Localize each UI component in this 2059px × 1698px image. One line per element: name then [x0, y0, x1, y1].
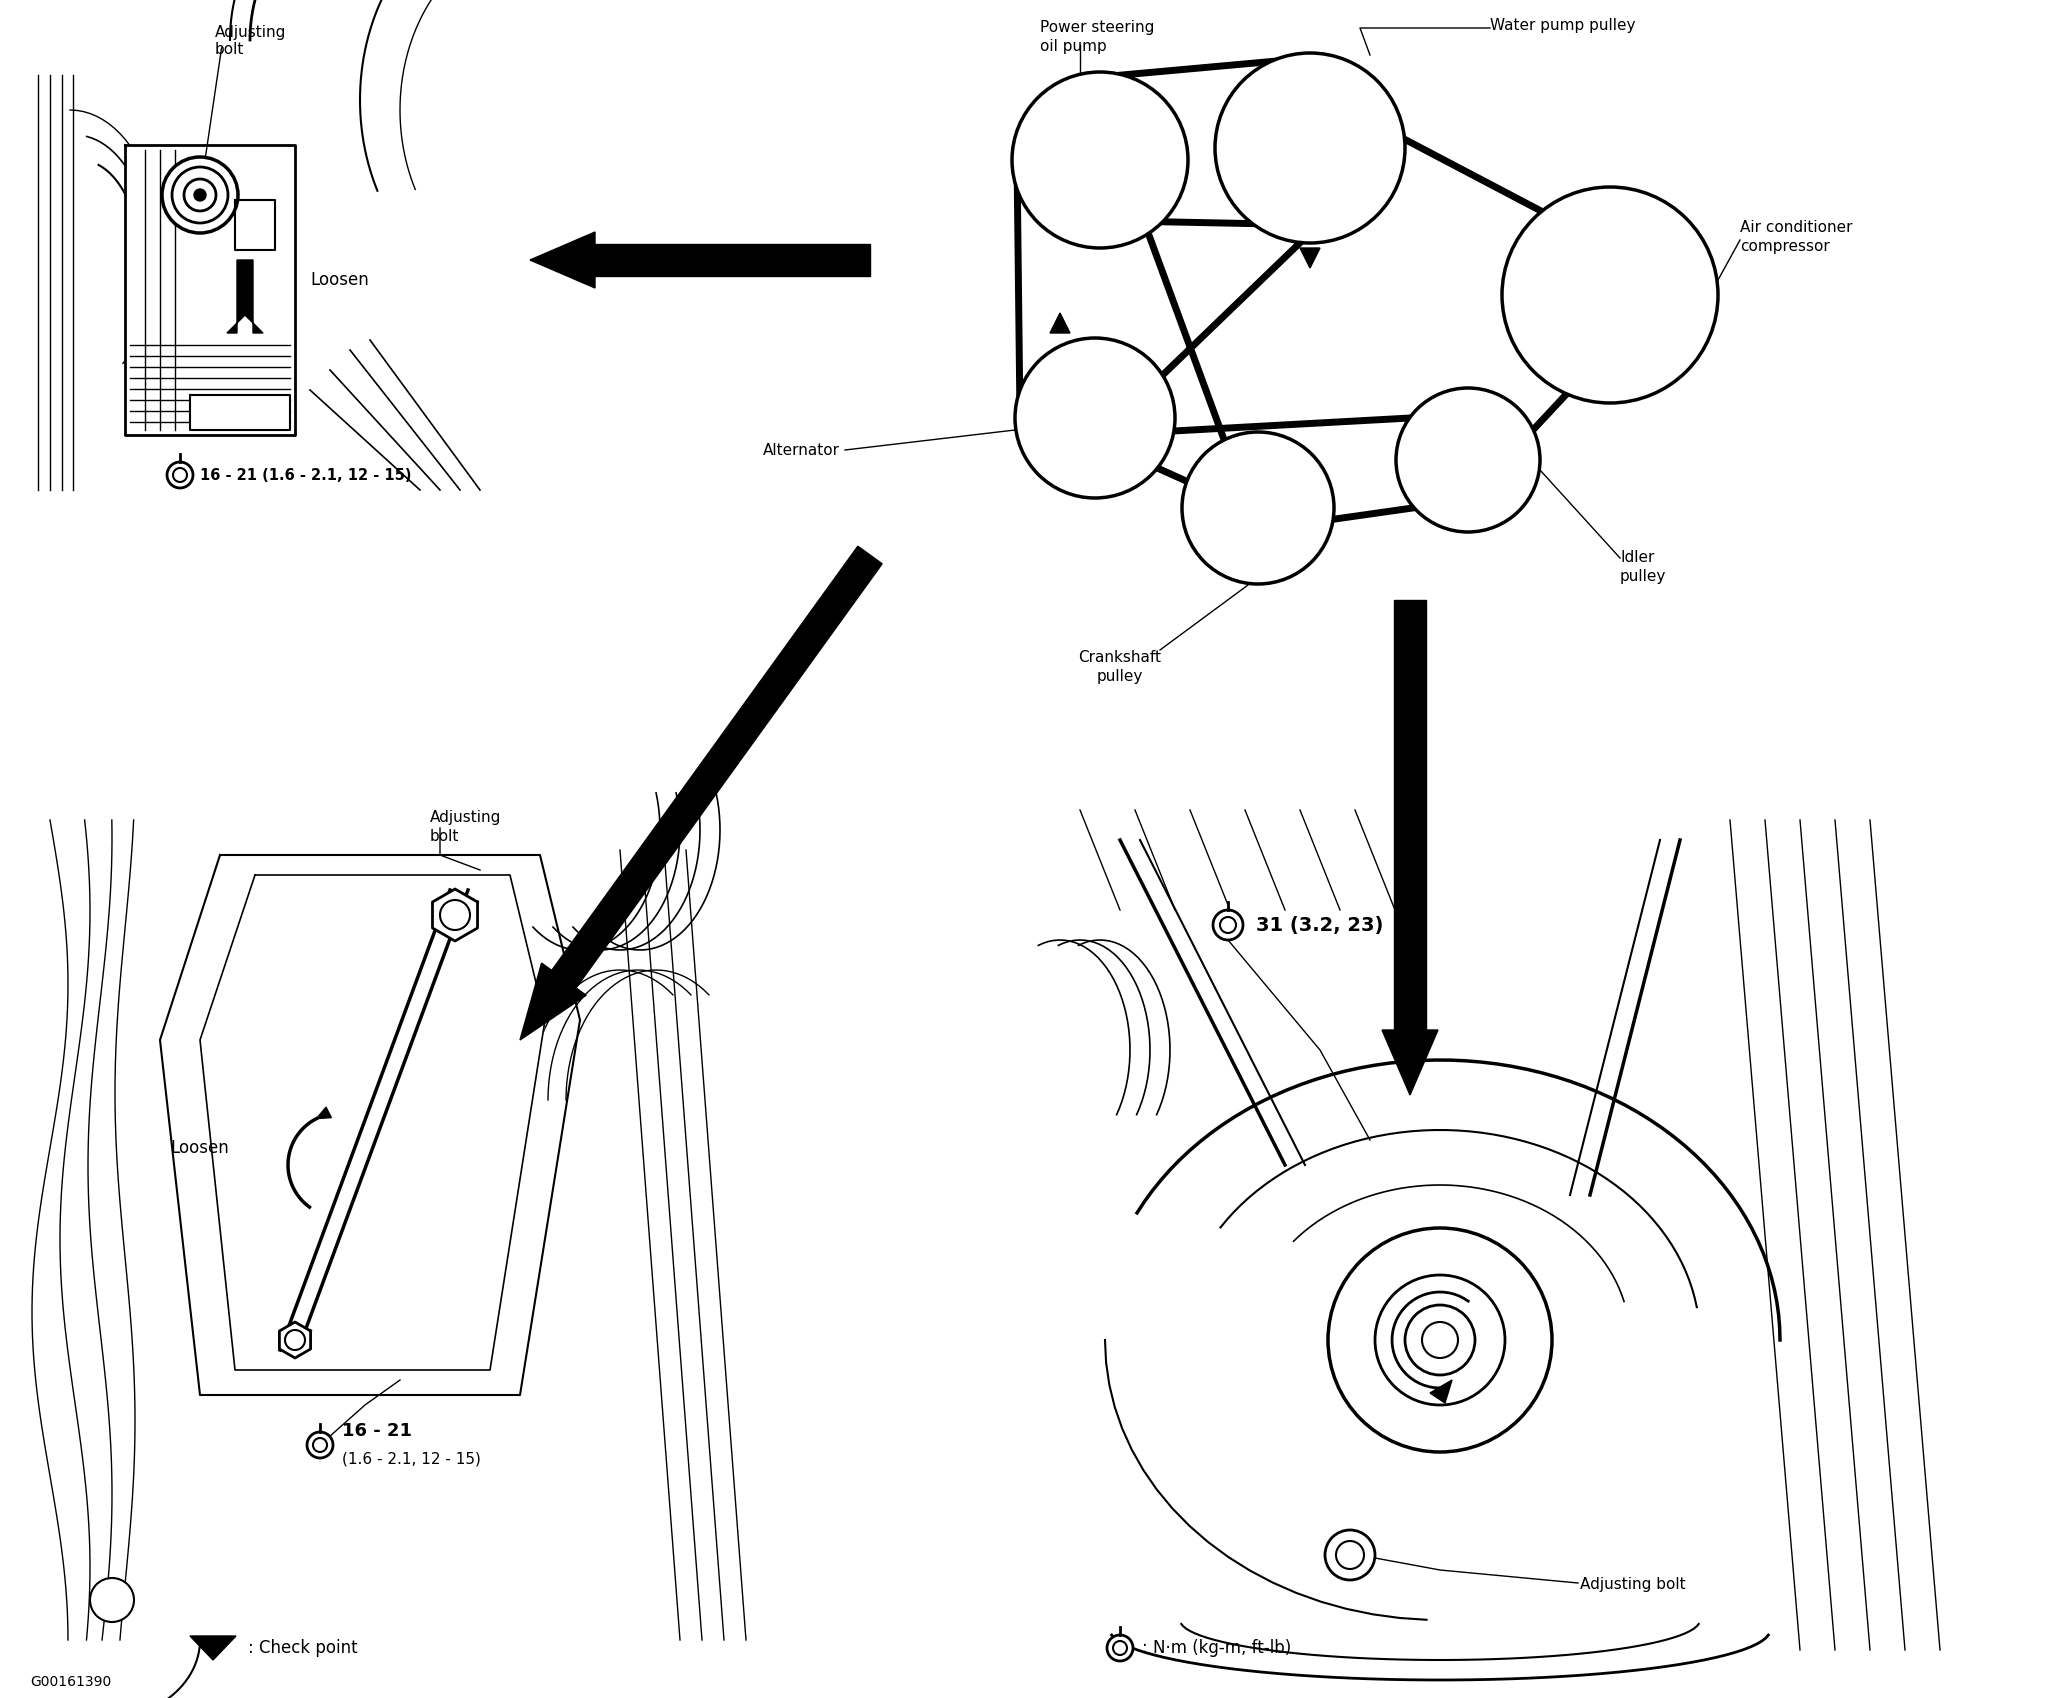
Text: 16 - 21 (1.6 - 2.1, 12 - 15): 16 - 21 (1.6 - 2.1, 12 - 15) — [200, 467, 412, 482]
Circle shape — [1114, 1640, 1126, 1656]
Circle shape — [313, 1438, 327, 1452]
Polygon shape — [200, 874, 546, 1370]
Circle shape — [183, 178, 216, 211]
Circle shape — [1336, 1542, 1363, 1569]
Text: 16 - 21: 16 - 21 — [342, 1421, 412, 1440]
Polygon shape — [1050, 312, 1071, 333]
Text: : N·m (kg-m, ft-lb): : N·m (kg-m, ft-lb) — [1143, 1639, 1291, 1657]
Text: Adjusting
bolt: Adjusting bolt — [430, 810, 502, 844]
Text: (1.6 - 2.1, 12 - 15): (1.6 - 2.1, 12 - 15) — [342, 1452, 482, 1467]
Circle shape — [441, 900, 469, 931]
Polygon shape — [552, 547, 881, 988]
Circle shape — [1213, 910, 1244, 941]
Polygon shape — [1382, 1031, 1437, 1095]
Polygon shape — [317, 1107, 331, 1119]
Text: Loosen: Loosen — [171, 1139, 229, 1156]
Circle shape — [1423, 1323, 1458, 1358]
Polygon shape — [1299, 248, 1320, 268]
Text: Adjusting
bolt: Adjusting bolt — [214, 25, 286, 58]
Circle shape — [91, 1577, 134, 1622]
Polygon shape — [595, 245, 871, 277]
Circle shape — [1182, 431, 1334, 584]
Polygon shape — [529, 233, 595, 289]
Text: Loosen: Loosen — [311, 272, 369, 289]
Polygon shape — [432, 890, 478, 941]
Circle shape — [167, 462, 194, 487]
Polygon shape — [235, 200, 276, 250]
Polygon shape — [226, 260, 264, 333]
Circle shape — [1221, 917, 1235, 932]
Circle shape — [173, 166, 229, 222]
Text: Crankshaft
pulley: Crankshaft pulley — [1079, 650, 1161, 684]
Text: Alternator: Alternator — [764, 443, 840, 457]
Text: Air conditioner
compressor: Air conditioner compressor — [1740, 221, 1853, 253]
Circle shape — [1108, 1635, 1132, 1661]
Polygon shape — [1394, 599, 1427, 1031]
Circle shape — [1328, 1228, 1552, 1452]
Polygon shape — [126, 144, 294, 435]
Text: 31 (3.2, 23): 31 (3.2, 23) — [1256, 915, 1384, 934]
Text: G00161390: G00161390 — [31, 1674, 111, 1690]
Text: Power steering
oil pump: Power steering oil pump — [1040, 20, 1155, 54]
Polygon shape — [189, 1635, 237, 1661]
Circle shape — [163, 156, 239, 233]
Circle shape — [173, 469, 187, 482]
Circle shape — [284, 1330, 305, 1350]
Text: : Check point: : Check point — [247, 1639, 358, 1657]
Text: Water pump pulley: Water pump pulley — [1491, 19, 1635, 32]
Text: Idler
pulley: Idler pulley — [1620, 550, 1666, 584]
Circle shape — [194, 188, 206, 200]
Polygon shape — [161, 856, 581, 1396]
Text: Adjusting bolt: Adjusting bolt — [1579, 1577, 1686, 1593]
Circle shape — [1404, 1306, 1474, 1375]
Circle shape — [1375, 1275, 1505, 1404]
Circle shape — [1215, 53, 1404, 243]
Polygon shape — [280, 1323, 311, 1358]
Circle shape — [1013, 71, 1188, 248]
Polygon shape — [189, 396, 290, 430]
Polygon shape — [521, 963, 587, 1039]
Circle shape — [1015, 338, 1176, 498]
Circle shape — [1326, 1530, 1375, 1581]
Circle shape — [307, 1431, 334, 1459]
Circle shape — [1501, 187, 1717, 402]
Circle shape — [1396, 389, 1540, 531]
Polygon shape — [1431, 1380, 1452, 1403]
